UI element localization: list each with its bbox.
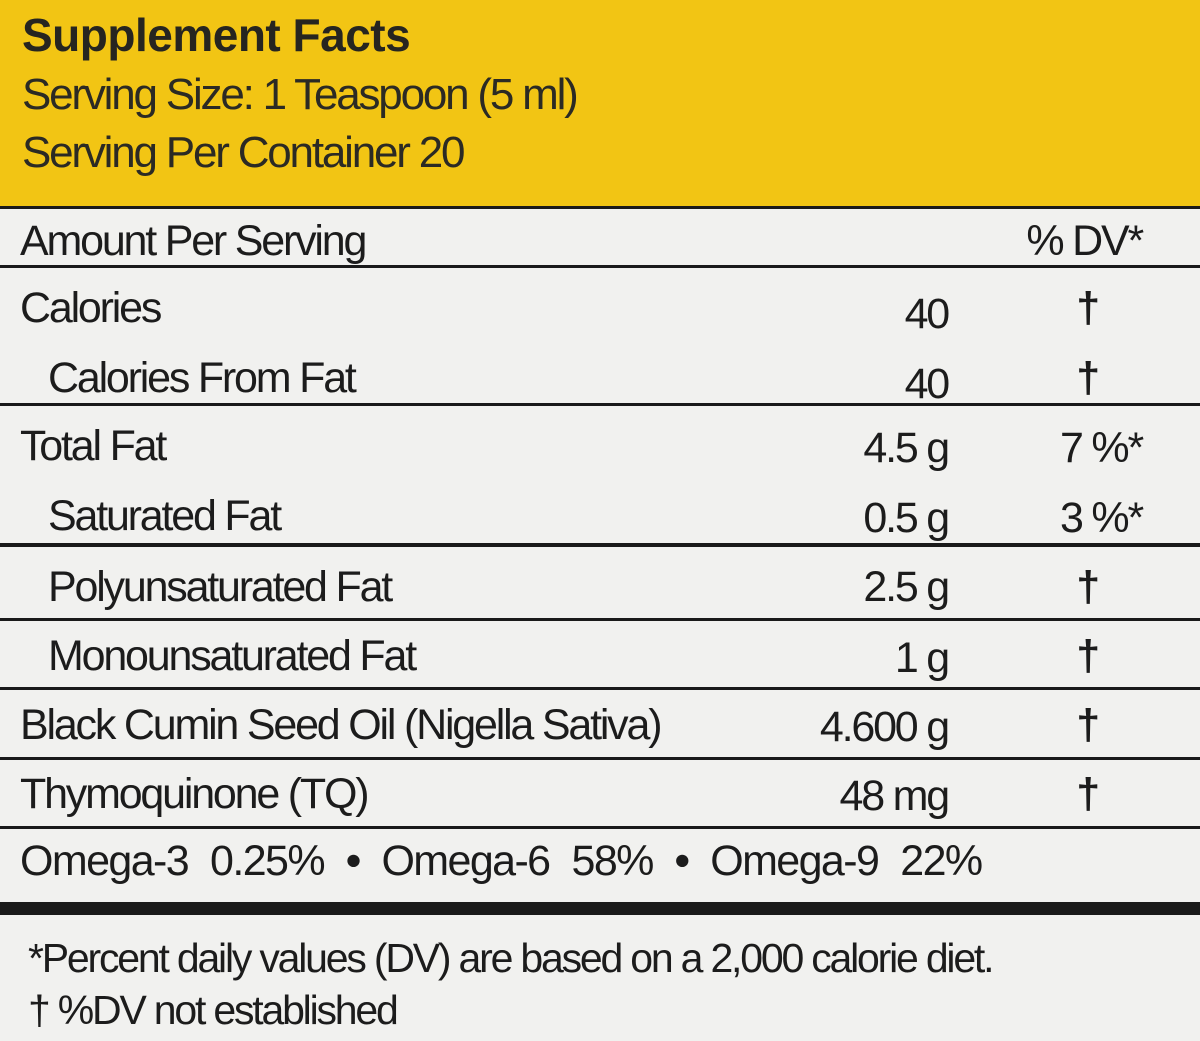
amount-per-serving-header: Amount Per Serving [20, 217, 367, 265]
row-dv-saturated-fat: 3 %* [1059, 494, 1144, 542]
row-amount-thymoquinone: 48 mg [839, 772, 950, 820]
omega-9-name: Omega-9 [710, 837, 880, 885]
omega-6-value: 58% [571, 837, 655, 885]
row-amount-calories: 40 [904, 290, 951, 338]
row-label-total-fat: Total Fat [20, 422, 167, 470]
serving-size: Serving Size: 1 Teaspoon (5 ml) [22, 70, 579, 119]
divider [0, 403, 1200, 406]
row-amount-polyunsaturated-fat: 2.5 g [863, 563, 950, 611]
supplement-facts-header: Supplement Facts Serving Size: 1 Teaspoo… [0, 0, 1200, 206]
omega-3-name: Omega-3 [20, 837, 190, 885]
row-label-calories-from-fat: Calories From Fat [48, 354, 357, 402]
row-dv-calories-from-fat: † [1076, 354, 1100, 402]
divider [0, 206, 1200, 209]
divider-heavy [0, 902, 1200, 915]
divider [0, 543, 1200, 547]
page-title: Supplement Facts [22, 9, 411, 61]
omega-profile: Omega-3 0.25% • Omega-6 58% • Omega-9 22% [20, 837, 983, 885]
divider [0, 687, 1200, 690]
row-dv-thymoquinone: † [1076, 770, 1100, 818]
omega-3-value: 0.25% [210, 837, 326, 885]
row-dv-black-cumin-seed-oil: † [1076, 701, 1100, 749]
divider [0, 265, 1200, 268]
row-dv-monounsaturated-fat: † [1076, 632, 1100, 680]
row-amount-black-cumin-seed-oil: 4.600 g [819, 703, 950, 751]
row-label-black-cumin-seed-oil: Black Cumin Seed Oil (Nigella Sativa) [20, 701, 663, 749]
separator-dot: • [345, 837, 361, 885]
dv-footnote: *Percent daily values (DV) are based on … [28, 935, 995, 981]
omega-9-value: 22% [900, 837, 983, 885]
divider [0, 826, 1200, 829]
omega-6-name: Omega-6 [381, 837, 551, 885]
row-label-monounsaturated-fat: Monounsaturated Fat [48, 632, 417, 680]
row-label-saturated-fat: Saturated Fat [48, 492, 282, 540]
dv-column-header: % DV* [1026, 217, 1144, 265]
row-label-calories: Calories [20, 284, 162, 332]
row-dv-calories: † [1076, 284, 1100, 332]
row-label-thymoquinone: Thymoquinone (TQ) [20, 770, 370, 818]
row-dv-polyunsaturated-fat: † [1076, 563, 1100, 611]
servings-per-container: Serving Per Container 20 [22, 128, 465, 177]
dagger-footnote: † %DV not established [28, 987, 399, 1033]
row-amount-total-fat: 4.5 g [863, 424, 950, 472]
separator-dot: • [674, 837, 690, 885]
row-amount-calories-from-fat: 40 [904, 360, 951, 408]
row-amount-monounsaturated-fat: 1 g [894, 634, 950, 682]
divider [0, 618, 1200, 621]
row-label-polyunsaturated-fat: Polyunsaturated Fat [48, 563, 393, 611]
divider [0, 757, 1200, 760]
row-amount-saturated-fat: 0.5 g [863, 494, 950, 542]
row-dv-total-fat: 7 %* [1059, 424, 1144, 472]
